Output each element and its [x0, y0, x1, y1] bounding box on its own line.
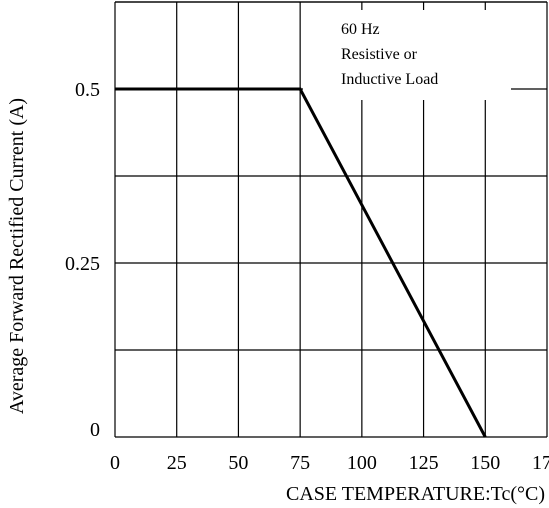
x-tick-label: 75 [290, 452, 310, 474]
annotation-line-3: Inductive Load [341, 71, 438, 88]
y-tick-label: 0.25 [65, 253, 100, 275]
x-tick-label: 0 [110, 452, 120, 474]
x-tick-label: 50 [228, 452, 248, 474]
y-tick-label: 0 [90, 419, 100, 441]
x-tick-label: 125 [409, 452, 439, 474]
x-tick-label: 150 [470, 452, 500, 474]
x-tick-label: 175 [532, 452, 549, 474]
annotation-line-2: Resistive or [341, 46, 418, 63]
derating-curve [115, 87, 487, 438]
y-tick-label: 0.5 [75, 79, 100, 101]
x-tick-labels: 0 25 50 75 100 125 150 175 [110, 452, 549, 474]
annotation-mask [303, 10, 511, 100]
y-axis-title: Average Forward Rectified Current (A) [6, 98, 28, 414]
x-tick-label: 25 [167, 452, 187, 474]
x-axis-title: CASE TEMPERATURE:Tc(°C) [286, 483, 545, 505]
annotation-line-1: 60 Hz [341, 21, 380, 38]
y-tick-labels: 0 0.25 0.5 [65, 79, 100, 441]
series-group [115, 87, 487, 438]
x-tick-label: 100 [347, 452, 377, 474]
